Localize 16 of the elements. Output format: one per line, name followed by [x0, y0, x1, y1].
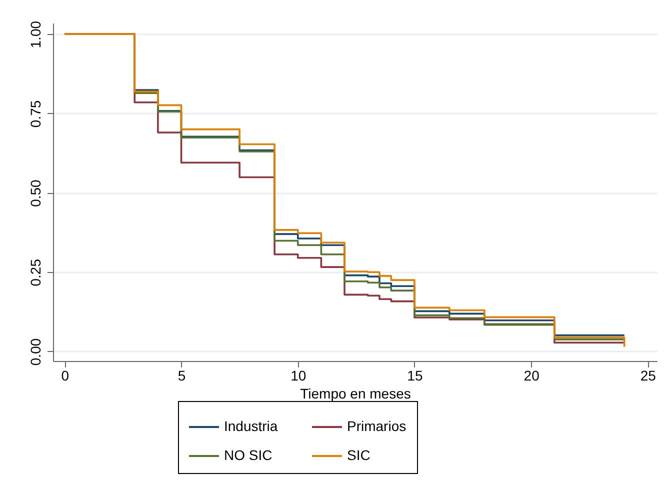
x-tick-label: 15	[407, 368, 423, 384]
x-tick-label: 20	[524, 368, 540, 384]
legend-label: NO SIC	[224, 447, 272, 463]
y-tick-label: 0.75	[28, 100, 44, 128]
legend-label: Industria	[224, 418, 278, 434]
x-tick-label: 10	[290, 368, 306, 384]
y-tick-label: 0.25	[28, 258, 44, 286]
y-tick-label: 0.00	[28, 338, 44, 366]
legend-label: Primarios	[347, 418, 406, 434]
y-tick-label: 0.50	[28, 179, 44, 207]
legend-label: SIC	[347, 447, 370, 463]
x-tick-label: 5	[178, 368, 186, 384]
x-tick-label: 0	[61, 368, 70, 384]
x-axis-title: Tiempo en meses	[300, 386, 411, 402]
x-tick-label: 25	[640, 368, 656, 384]
y-tick-label: 1.00	[28, 20, 44, 48]
